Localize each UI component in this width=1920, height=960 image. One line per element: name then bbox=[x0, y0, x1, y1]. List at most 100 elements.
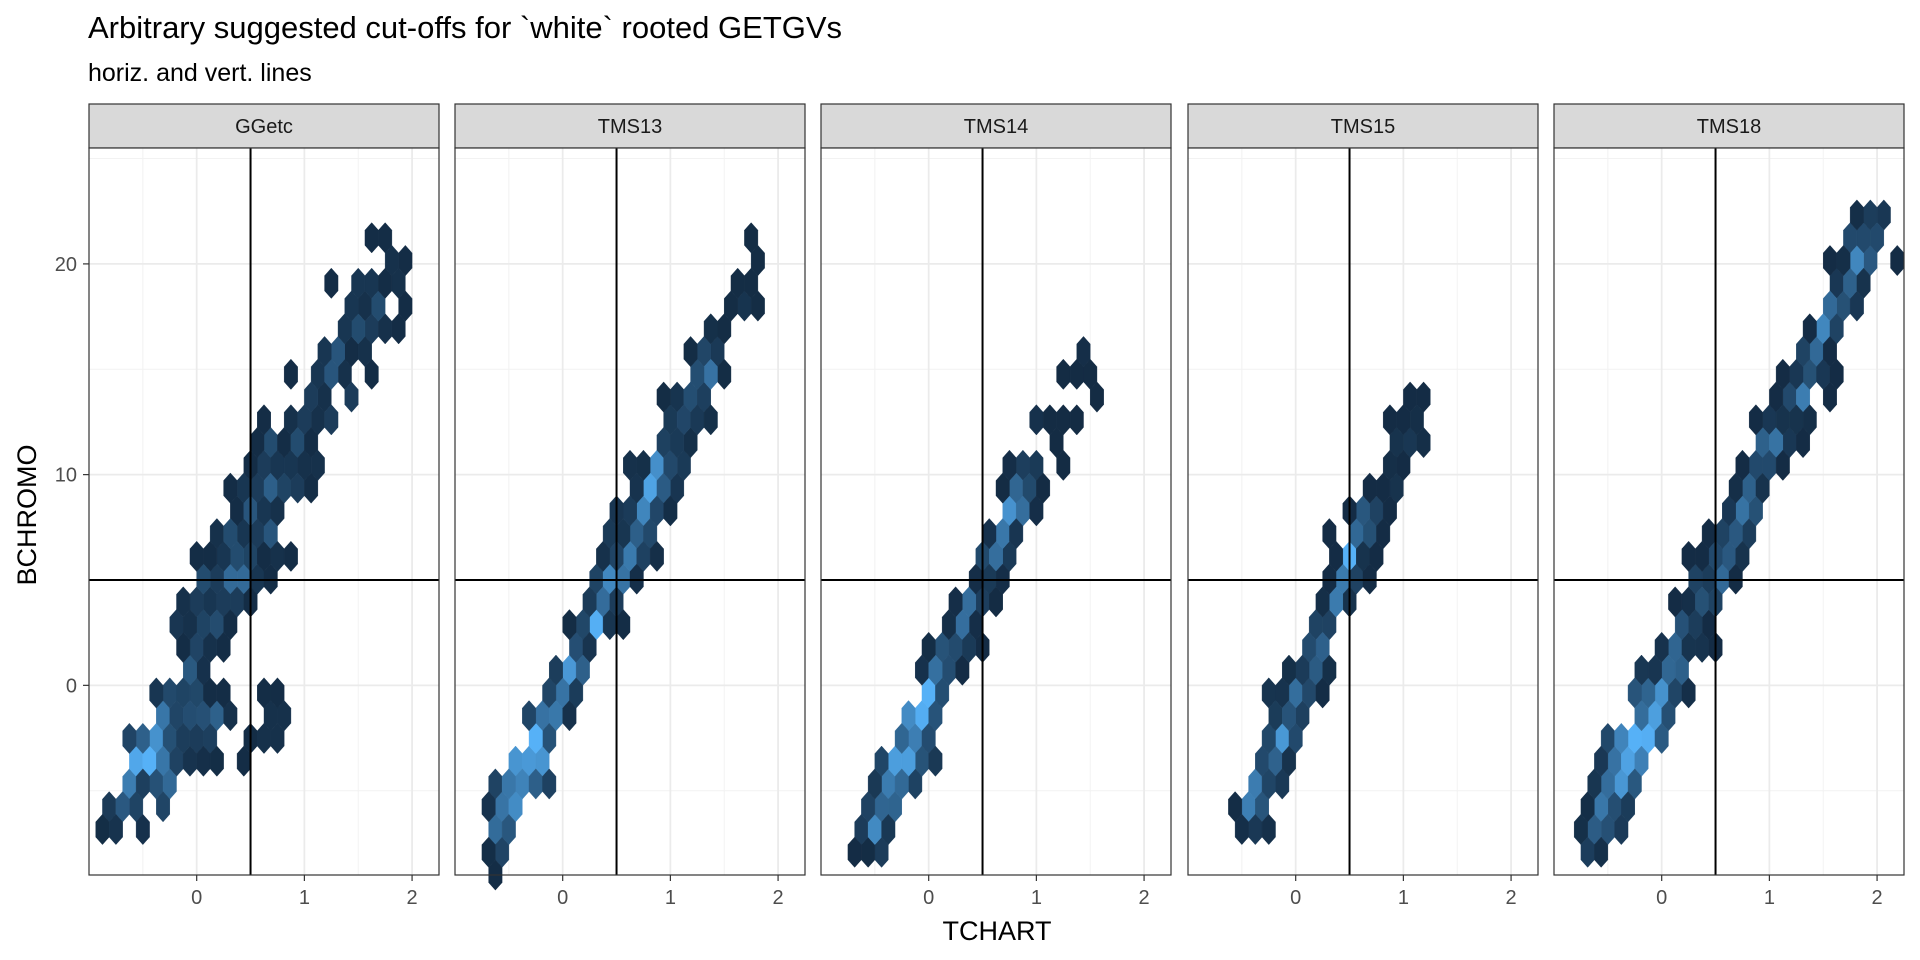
hex-bin bbox=[1261, 814, 1276, 845]
hex-bin bbox=[656, 381, 671, 413]
facet-strip bbox=[820, 103, 1172, 149]
hex-bin bbox=[324, 267, 339, 299]
hex-bin bbox=[324, 404, 339, 436]
hex-bin bbox=[304, 472, 319, 504]
hex-bin bbox=[108, 814, 123, 845]
hex-bin bbox=[1362, 472, 1377, 504]
panel-border bbox=[820, 147, 1172, 876]
hex-bin bbox=[744, 222, 759, 254]
hex-bin bbox=[378, 222, 393, 254]
hex-bin bbox=[257, 677, 271, 709]
hex-bin bbox=[135, 814, 150, 845]
facet-panel-tms14: TMS14 0 1 2 bbox=[820, 103, 1172, 909]
x-tick-label: 2 bbox=[773, 887, 784, 909]
hex-bin bbox=[501, 768, 516, 800]
hex-bin bbox=[1849, 199, 1864, 231]
hex-bin bbox=[1775, 358, 1790, 390]
hex-bin bbox=[1036, 472, 1051, 504]
hex-bin bbox=[183, 609, 197, 641]
hex-bin bbox=[881, 814, 896, 845]
hex-bin bbox=[703, 404, 718, 436]
hex-bin bbox=[1802, 313, 1817, 345]
x-tick-label: 1 bbox=[1031, 887, 1042, 909]
hex-bin bbox=[1282, 654, 1296, 686]
x-tick-label: 2 bbox=[407, 887, 418, 909]
hex-bin bbox=[1594, 745, 1609, 777]
x-tick-label: 0 bbox=[923, 887, 934, 909]
hex-bin bbox=[1634, 700, 1649, 732]
y-tick-label: 0 bbox=[66, 675, 77, 697]
hex-bin bbox=[744, 267, 759, 299]
facet-panel-tms13: TMS13 0 1 2 bbox=[454, 103, 806, 909]
hex-bin bbox=[1856, 267, 1871, 299]
chart-title: Arbitrary suggested cut-offs for `white`… bbox=[88, 10, 842, 45]
hex-bin bbox=[122, 722, 137, 754]
hex-bin bbox=[663, 495, 678, 527]
hex-bin bbox=[562, 609, 577, 641]
hex-bin bbox=[921, 631, 936, 663]
panel-border bbox=[454, 147, 806, 876]
hex-bin bbox=[894, 768, 909, 800]
hex-bin bbox=[1069, 404, 1084, 436]
x-tick-label: 0 bbox=[1656, 887, 1667, 909]
hex-bin bbox=[176, 722, 191, 754]
hex-bin bbox=[683, 336, 698, 368]
hex-bin bbox=[203, 677, 218, 709]
hex-bin bbox=[1775, 449, 1790, 481]
x-tick-label: 1 bbox=[1764, 887, 1775, 909]
facet-panel-tms15: TMS15 0 1 2 bbox=[1187, 103, 1539, 909]
hex-bin bbox=[203, 631, 218, 663]
x-axis-title: TCHART bbox=[942, 916, 1051, 946]
hex-bin bbox=[283, 358, 298, 390]
panel-border bbox=[88, 147, 440, 876]
hex-bin bbox=[378, 267, 393, 299]
hex-bin bbox=[874, 745, 889, 777]
x-tick-label: 0 bbox=[191, 887, 202, 909]
hex-bin bbox=[481, 791, 496, 823]
hex-bin bbox=[223, 609, 238, 641]
facet-strip-label: TMS14 bbox=[964, 116, 1028, 138]
y-tick-label: 10 bbox=[55, 465, 77, 487]
facet-panel-tms18: TMS18 0 1 2 bbox=[1553, 103, 1905, 909]
hex-bin bbox=[1382, 404, 1397, 436]
hex-bin bbox=[209, 745, 224, 777]
facet-strip-label: TMS15 bbox=[1331, 116, 1395, 138]
y-tick-label: 20 bbox=[55, 254, 77, 276]
hex-bin bbox=[549, 654, 563, 686]
hex-bin bbox=[928, 745, 943, 777]
hex-bin bbox=[1748, 404, 1763, 436]
hex-bin bbox=[596, 540, 611, 572]
x-tick-label: 0 bbox=[1290, 887, 1301, 909]
hex-bin bbox=[582, 586, 597, 618]
hex-bin bbox=[1648, 654, 1662, 686]
hex-bin bbox=[522, 700, 536, 732]
panel-background bbox=[821, 148, 1171, 875]
hex-bin bbox=[1009, 518, 1024, 550]
hex-bin bbox=[1829, 358, 1844, 390]
x-tick-label: 2 bbox=[1506, 887, 1517, 909]
hex-bin bbox=[703, 313, 718, 345]
x-tick-label: 2 bbox=[1872, 887, 1883, 909]
hex-bin bbox=[1621, 791, 1635, 823]
hex-bin bbox=[304, 427, 319, 459]
facet-strip bbox=[1187, 103, 1539, 149]
hex-bin bbox=[1329, 540, 1344, 572]
hex-bin bbox=[1396, 449, 1411, 481]
chart-subtitle: horiz. and vert. lines bbox=[88, 59, 312, 87]
facet-strip-label: TMS13 bbox=[598, 116, 662, 138]
hex-bin bbox=[391, 313, 406, 345]
hex-bin bbox=[1681, 677, 1696, 709]
hex-bin bbox=[1282, 700, 1296, 732]
hex-bin bbox=[649, 540, 664, 572]
hex-bin bbox=[941, 609, 956, 641]
facet-strip-label: GGetc bbox=[235, 116, 293, 138]
hex-bin bbox=[1382, 495, 1397, 527]
hex-bin bbox=[894, 722, 909, 754]
hex-bin bbox=[724, 290, 738, 322]
hex-bin bbox=[1614, 722, 1629, 754]
hex-bin bbox=[1796, 427, 1810, 459]
hex-bin bbox=[623, 449, 637, 481]
hex-bin bbox=[304, 381, 319, 413]
hex-bin bbox=[1870, 222, 1885, 254]
